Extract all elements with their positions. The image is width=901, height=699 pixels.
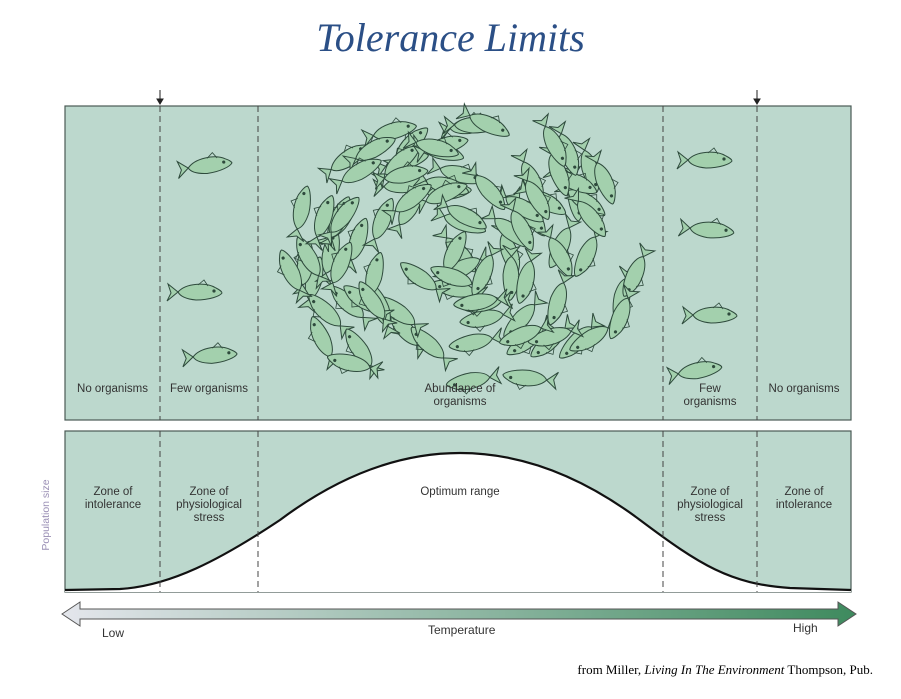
zone-label: Optimum range <box>420 486 500 498</box>
limit-arrows <box>156 90 761 105</box>
zone-label: No organisms <box>77 383 148 395</box>
credit-text: Thompson, Pub. <box>784 662 873 677</box>
curve-area <box>65 453 851 592</box>
credit: from Miller, Living In The Environment T… <box>577 662 873 678</box>
zone-label: Few organisms <box>170 383 248 395</box>
axis-low: Low <box>102 626 125 640</box>
zone-dividers-bottom <box>159 431 758 592</box>
zone-label: Zone of intolerance <box>84 486 142 511</box>
zone-label: No organisms <box>768 383 840 395</box>
zone-label: Few organisms <box>683 383 737 408</box>
credit-text: from Miller, <box>577 662 645 677</box>
zone-label: Zone of physiological stress <box>677 486 743 524</box>
axis-high: High <box>793 621 818 635</box>
zone-label: Zone of physiological stress <box>176 486 242 524</box>
credit-book: Living In The Environment <box>644 662 785 677</box>
population-curve <box>64 451 852 592</box>
zone-label: Zone of intolerance <box>775 486 833 511</box>
axis-label: Temperature <box>428 623 496 637</box>
zone-label: Abundance of organisms <box>424 383 496 408</box>
title: Tolerance Limits <box>316 15 585 60</box>
temperature-arrow <box>61 601 857 627</box>
zone-dividers <box>159 106 758 420</box>
y-axis-label: Population size <box>40 479 52 551</box>
